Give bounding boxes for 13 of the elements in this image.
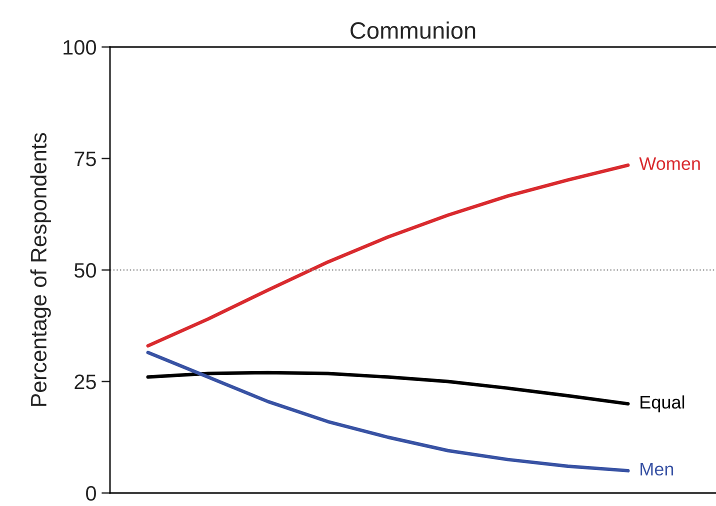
chart-title: Communion [350, 22, 476, 39]
y-tick-label: 0 [86, 486, 96, 501]
y-tick-label: 100 [64, 40, 96, 55]
series-label: Men [640, 462, 674, 476]
y-tick-label: 25 [74, 374, 96, 390]
series-label: Equal [640, 395, 684, 412]
y-axis-title: Percentage of Respondents [30, 133, 51, 406]
line-series [146, 163, 630, 348]
series-label: Women [639, 157, 700, 170]
y-tick-label: 50 [74, 263, 96, 278]
line-series [146, 370, 630, 406]
line-series [146, 350, 630, 472]
y-tick-label: 75 [74, 152, 96, 166]
